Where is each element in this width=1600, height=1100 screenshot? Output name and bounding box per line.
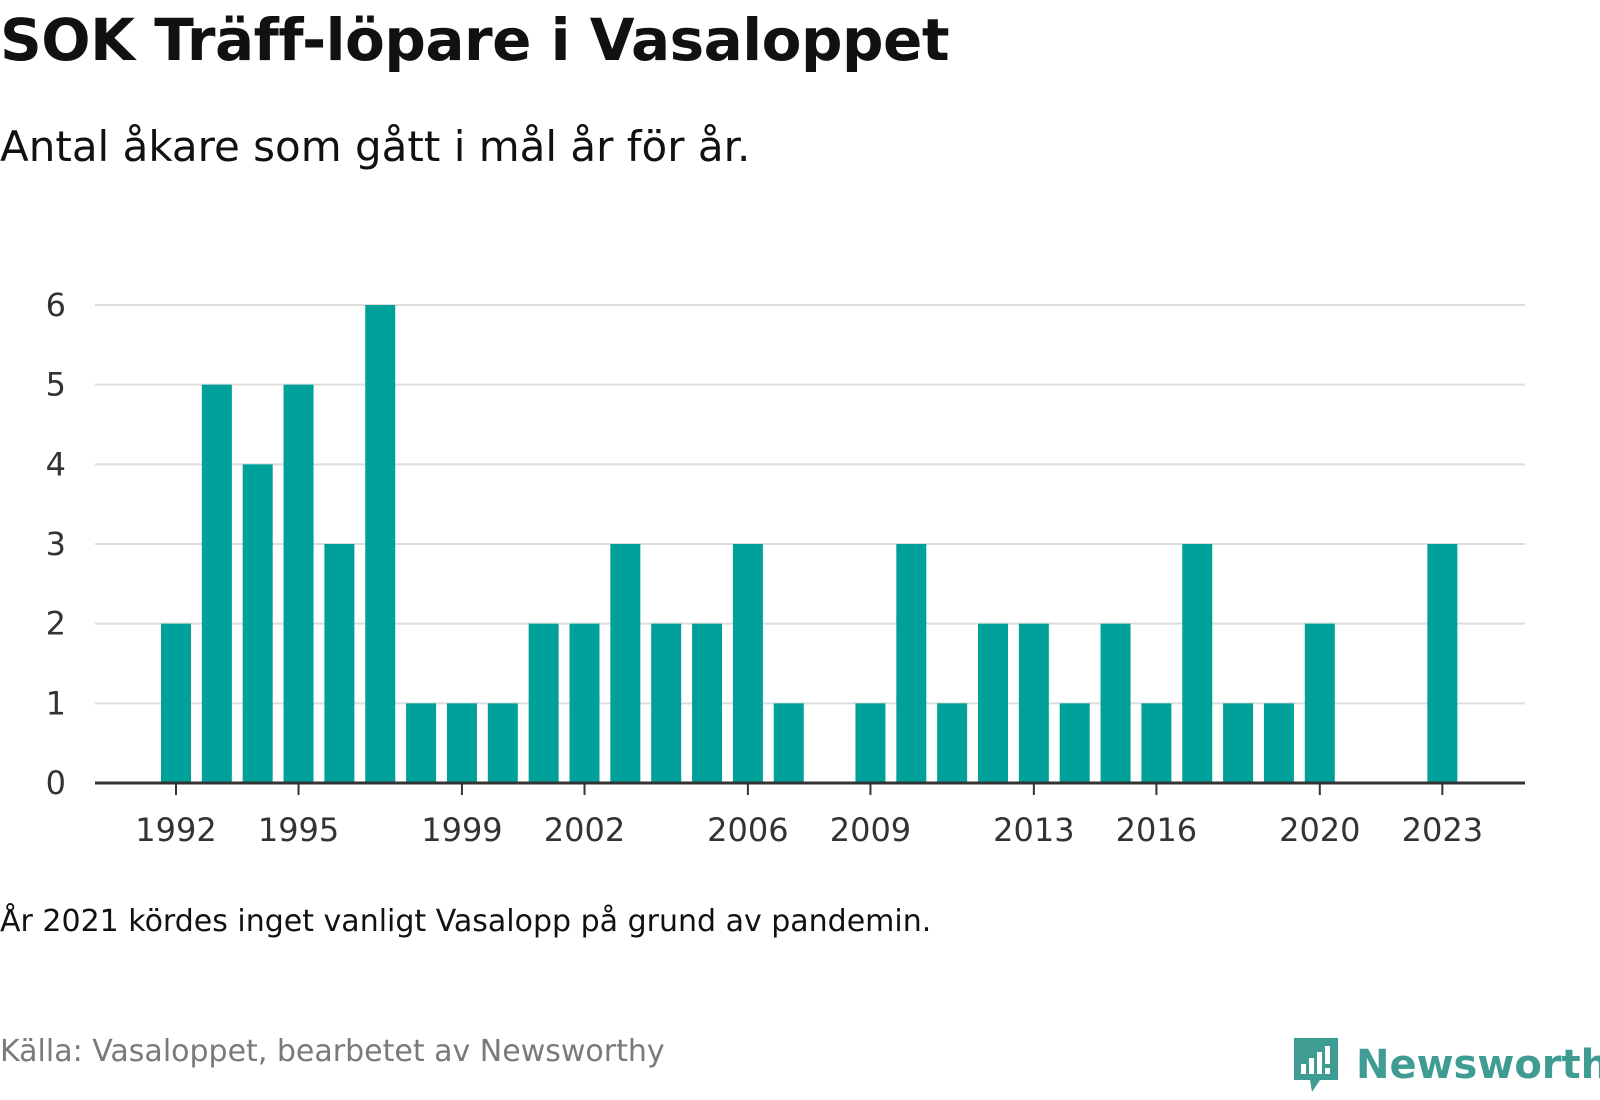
bar-2019 <box>1263 703 1294 783</box>
y-tick-label: 5 <box>46 366 66 404</box>
bar-2003 <box>610 544 641 783</box>
bar-1998 <box>406 703 437 783</box>
x-tick-label: 2020 <box>1279 811 1360 849</box>
y-tick-label: 2 <box>46 605 66 643</box>
chart-subtitle: Antal åkare som gått i mål år för år. <box>0 122 751 171</box>
bar-2000 <box>487 703 518 783</box>
y-tick-label: 6 <box>46 286 66 324</box>
brand-name: Newsworthy <box>1356 1042 1600 1088</box>
source-credit: Källa: Vasaloppet, bearbetet av Newswort… <box>0 1034 665 1069</box>
bar-chart: 0 1 2 3 4 5 6 1992 1995 1999 2002 2006 2009 2013 2016 2… <box>46 286 1525 849</box>
x-tick-label: 2013 <box>993 811 1074 849</box>
bar-1993 <box>201 384 232 783</box>
bar-2015 <box>1100 623 1131 783</box>
bar-2010 <box>896 544 927 783</box>
bar-2014 <box>1059 703 1090 783</box>
chart-note: År 2021 kördes inget vanligt Vasalopp på… <box>0 904 932 939</box>
bar-2018 <box>1223 703 1254 783</box>
y-tick-label: 3 <box>46 525 66 563</box>
bar-2002 <box>569 623 600 783</box>
bar-2017 <box>1182 544 1213 783</box>
bar-1997 <box>365 305 396 783</box>
x-tick-label: 1995 <box>258 811 339 849</box>
bar-2009 <box>855 703 886 783</box>
bar-2012 <box>978 623 1008 783</box>
y-tick-label: 4 <box>46 445 66 483</box>
bar-1992 <box>161 623 191 783</box>
bar-2023 <box>1427 544 1458 783</box>
bar-1996 <box>324 544 355 783</box>
x-tick-label: 2016 <box>1116 811 1197 849</box>
bar-2020 <box>1304 623 1335 783</box>
bar-2006 <box>732 544 763 783</box>
x-tick-label: 2009 <box>830 811 911 849</box>
bar-2001 <box>528 623 559 783</box>
chart-title: SOK Träff-löpare i Vasaloppet <box>0 6 950 74</box>
x-tick-label: 1999 <box>421 811 502 849</box>
x-tick-label: 2002 <box>544 811 625 849</box>
bar-2005 <box>692 623 723 783</box>
x-tick-label: 1992 <box>135 811 216 849</box>
bar-2013 <box>1018 623 1049 783</box>
bar-1994 <box>242 464 273 783</box>
newsworthy-logo-icon <box>1294 1038 1338 1092</box>
y-tick-label: 0 <box>46 764 66 802</box>
y-tick-label: 1 <box>46 684 66 722</box>
x-tick-label: 2023 <box>1402 811 1483 849</box>
bar-2011 <box>937 703 968 783</box>
bar-2007 <box>773 703 804 783</box>
brand-logo: Newsworthy <box>1290 1036 1600 1094</box>
bar-1999 <box>446 703 477 783</box>
x-tick-label: 2006 <box>707 811 788 849</box>
bar-1995 <box>283 384 314 783</box>
bar-2016 <box>1141 703 1172 783</box>
bar-2004 <box>651 623 682 783</box>
